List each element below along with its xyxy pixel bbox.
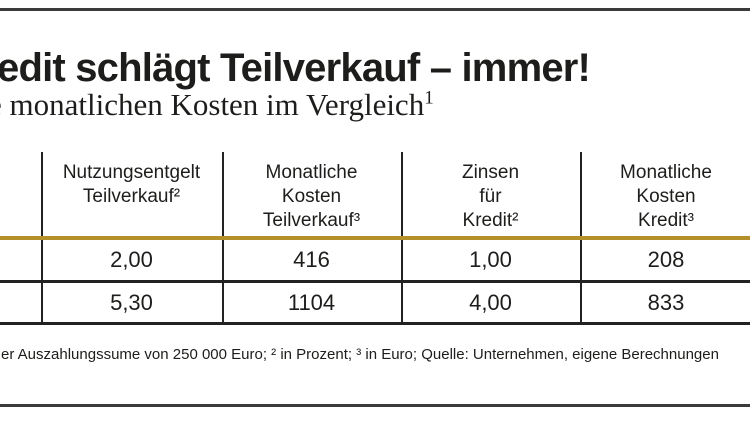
- header-line: Teilverkauf³: [262, 210, 361, 231]
- cell-row2-kosten-kredit: 833: [647, 290, 685, 315]
- table-bottom-line: [0, 322, 750, 325]
- header-line: Kosten: [281, 186, 342, 207]
- header-gold-rule: [0, 236, 750, 240]
- page-title: edit schlägt Teilverkauf – immer!: [0, 46, 591, 90]
- header-line: Zinsen: [461, 162, 520, 183]
- cell-row1-kosten-teilverkauf: 416: [293, 247, 330, 272]
- cell-row2-nutzungsentgelt: 5,30: [110, 290, 153, 315]
- column-header-nutzungsentgelt-teilverkauf: Nutzungsentgelt Teilverkauf²: [43, 161, 220, 209]
- cell-row2-zinsen-kredit: 4,00: [469, 290, 512, 315]
- bottom-rule: [0, 404, 750, 407]
- top-rule: [0, 8, 750, 11]
- header-line: Kredit³: [638, 210, 694, 231]
- cell-row1-nutzungsentgelt: 2,00: [110, 247, 153, 272]
- header-line: Nutzungsentgelt: [62, 162, 201, 183]
- row-divider: [0, 280, 750, 283]
- subtitle-text: e monatlichen Kosten im Vergleich: [0, 87, 425, 122]
- cell-row2-kosten-teilverkauf: 1104: [287, 290, 336, 315]
- cell-row1-kosten-kredit: 208: [647, 247, 685, 272]
- footnote: er Auszahlungssume von 250 000 Euro; ² i…: [1, 346, 719, 363]
- header-line: Kosten: [636, 186, 696, 207]
- header-line: Monatliche: [620, 162, 712, 183]
- page-subtitle: e monatlichen Kosten im Vergleich1: [0, 87, 434, 122]
- column-header-zinsen-fuer-kredit: Zinsen für Kredit²: [403, 161, 578, 233]
- header-line: Kredit²: [462, 210, 519, 231]
- column-header-monatliche-kosten-teilverkauf: Monatliche Kosten Teilverkauf³: [224, 161, 399, 233]
- header-line: für: [479, 186, 502, 207]
- subtitle-footnote-marker: 1: [424, 87, 434, 109]
- header-line: Teilverkauf²: [82, 186, 181, 207]
- column-header-monatliche-kosten-kredit: Monatliche Kosten Kredit³: [582, 161, 750, 233]
- cell-row1-zinsen-kredit: 1,00: [469, 247, 512, 272]
- header-line: Monatliche: [265, 162, 358, 183]
